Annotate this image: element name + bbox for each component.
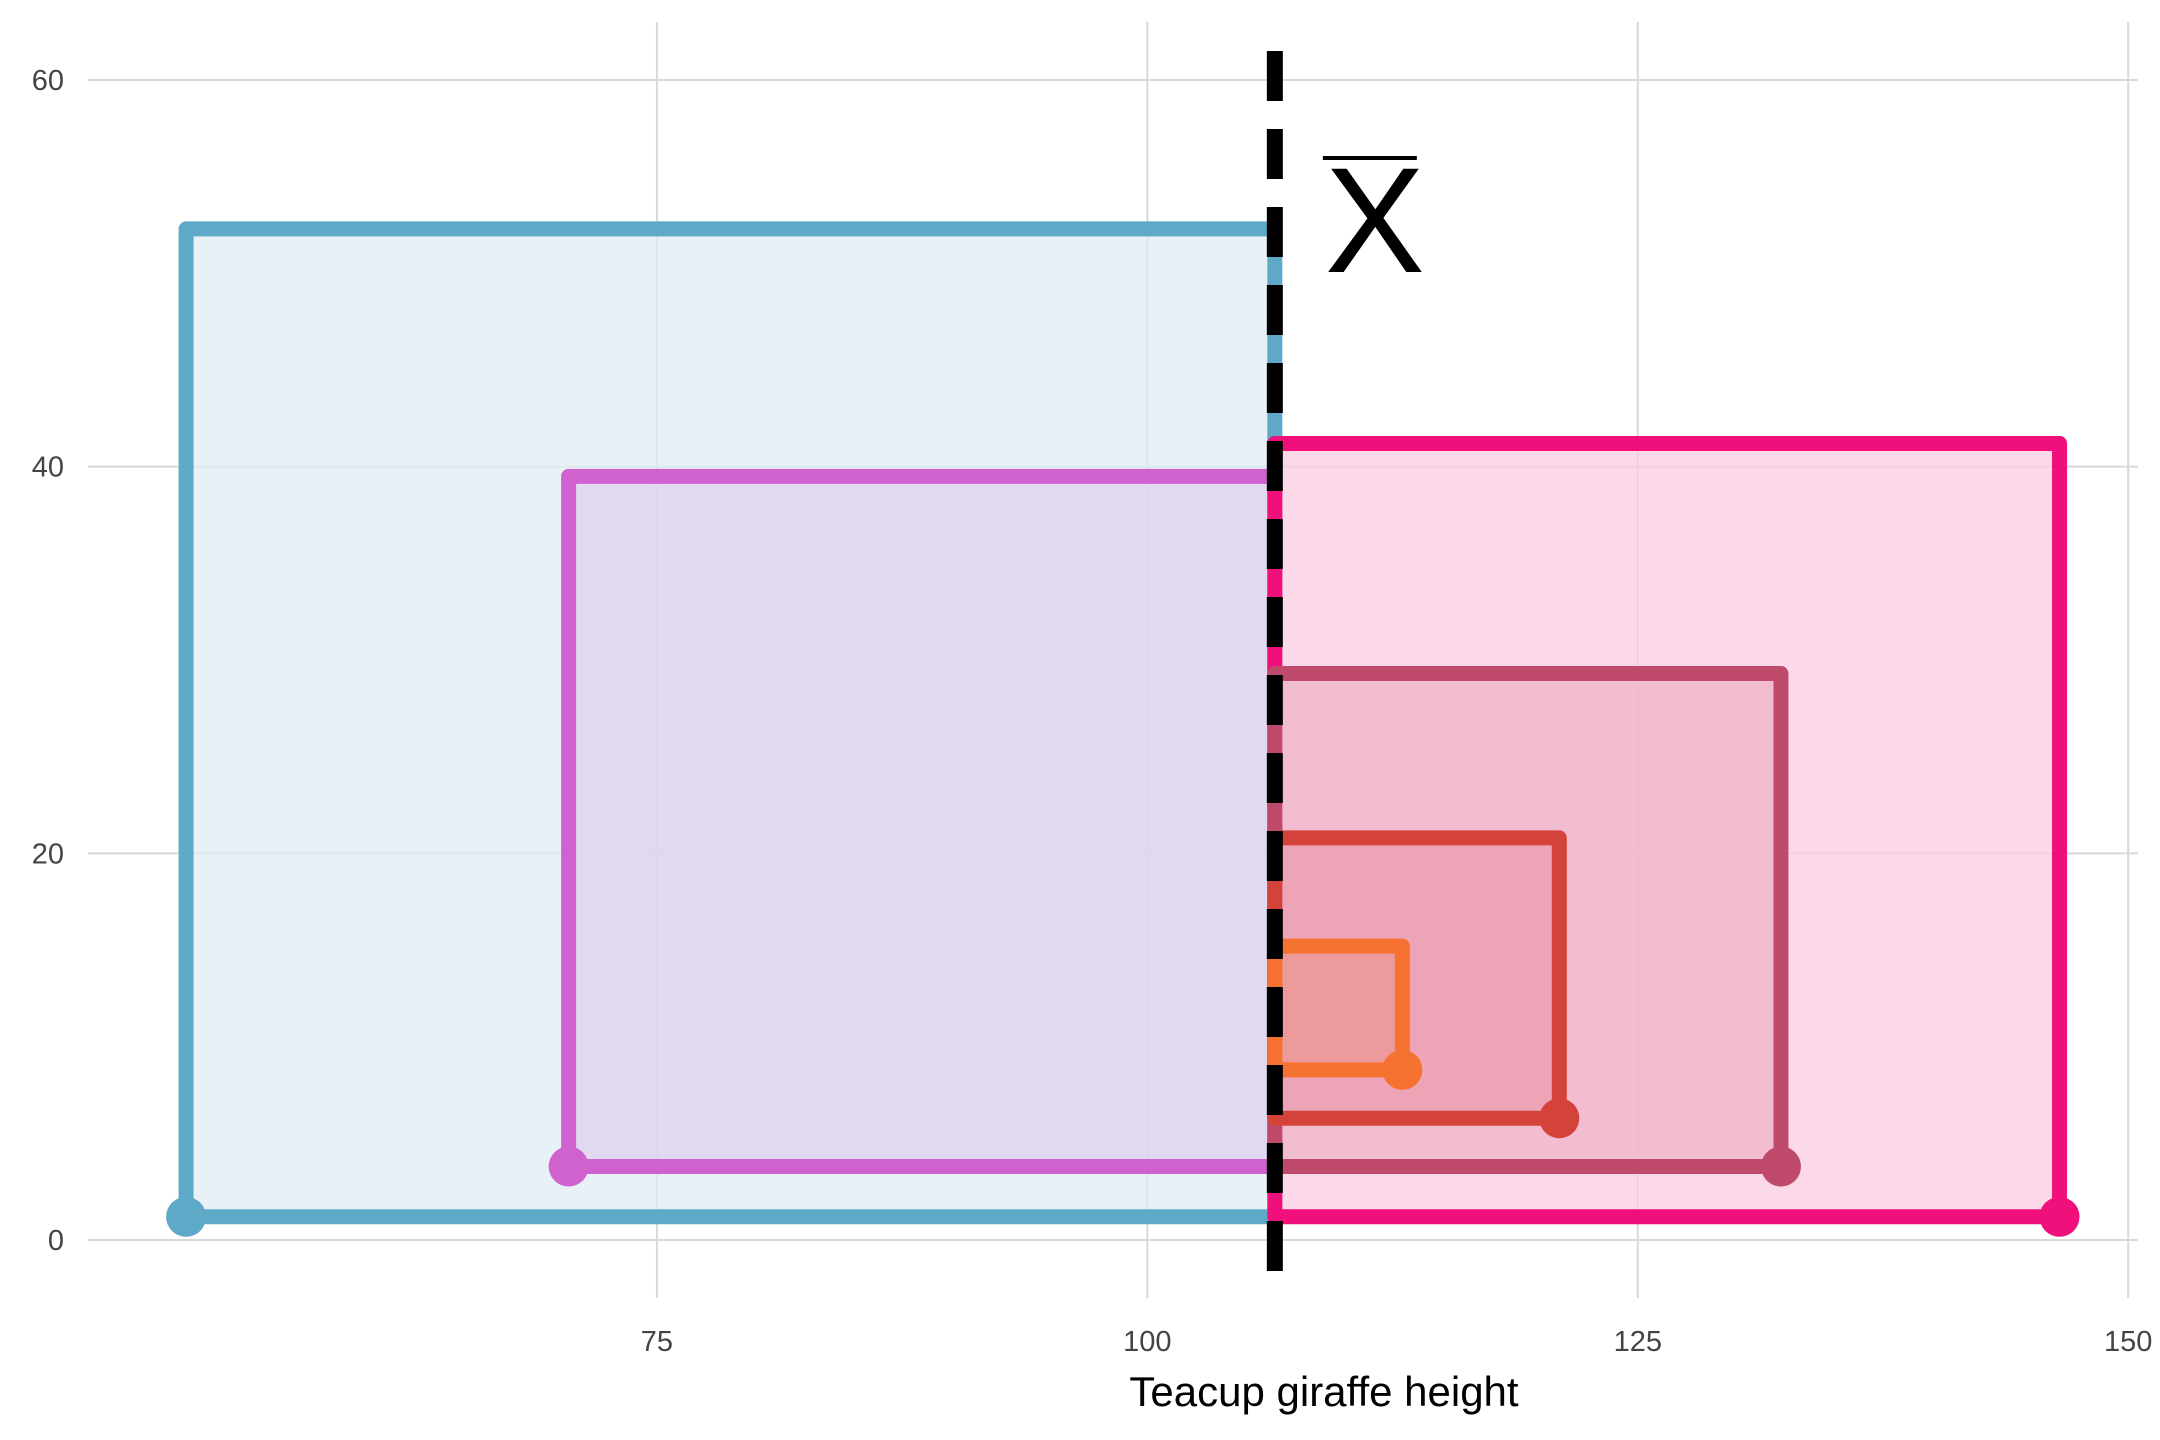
data-points <box>166 1049 2080 1237</box>
x-axis-title: Teacup giraffe height <box>1129 1368 1519 1415</box>
deviation-rect-5 <box>1267 938 1410 1078</box>
y-tick-label-2: 40 <box>32 452 64 484</box>
data-point-2 <box>2039 1196 2080 1237</box>
y-tick-label-1: 20 <box>32 838 64 870</box>
deviation-rect-1 <box>561 468 1283 1175</box>
deviation-rectangles <box>178 221 2068 1225</box>
x-tick-label-1: 100 <box>1123 1326 1171 1358</box>
x-tick-label-2: 125 <box>1614 1326 1662 1358</box>
y-tick-label-3: 60 <box>32 65 64 97</box>
data-point-1 <box>548 1146 589 1187</box>
data-point-4 <box>1539 1098 1580 1139</box>
x-tick-label-3: 150 <box>2104 1326 2152 1358</box>
y-tick-label-0: 0 <box>48 1225 64 1257</box>
data-point-0 <box>166 1196 207 1237</box>
x-tick-labels: 75 100 125 150 <box>641 1326 2153 1358</box>
x-tick-label-0: 75 <box>641 1326 673 1358</box>
data-point-3 <box>1760 1146 1801 1187</box>
mean-label: X <box>1325 136 1425 304</box>
mean-line-group: X <box>1266 51 1425 1284</box>
y-tick-labels: 0 20 40 60 <box>32 65 64 1257</box>
data-point-5 <box>1382 1049 1423 1090</box>
